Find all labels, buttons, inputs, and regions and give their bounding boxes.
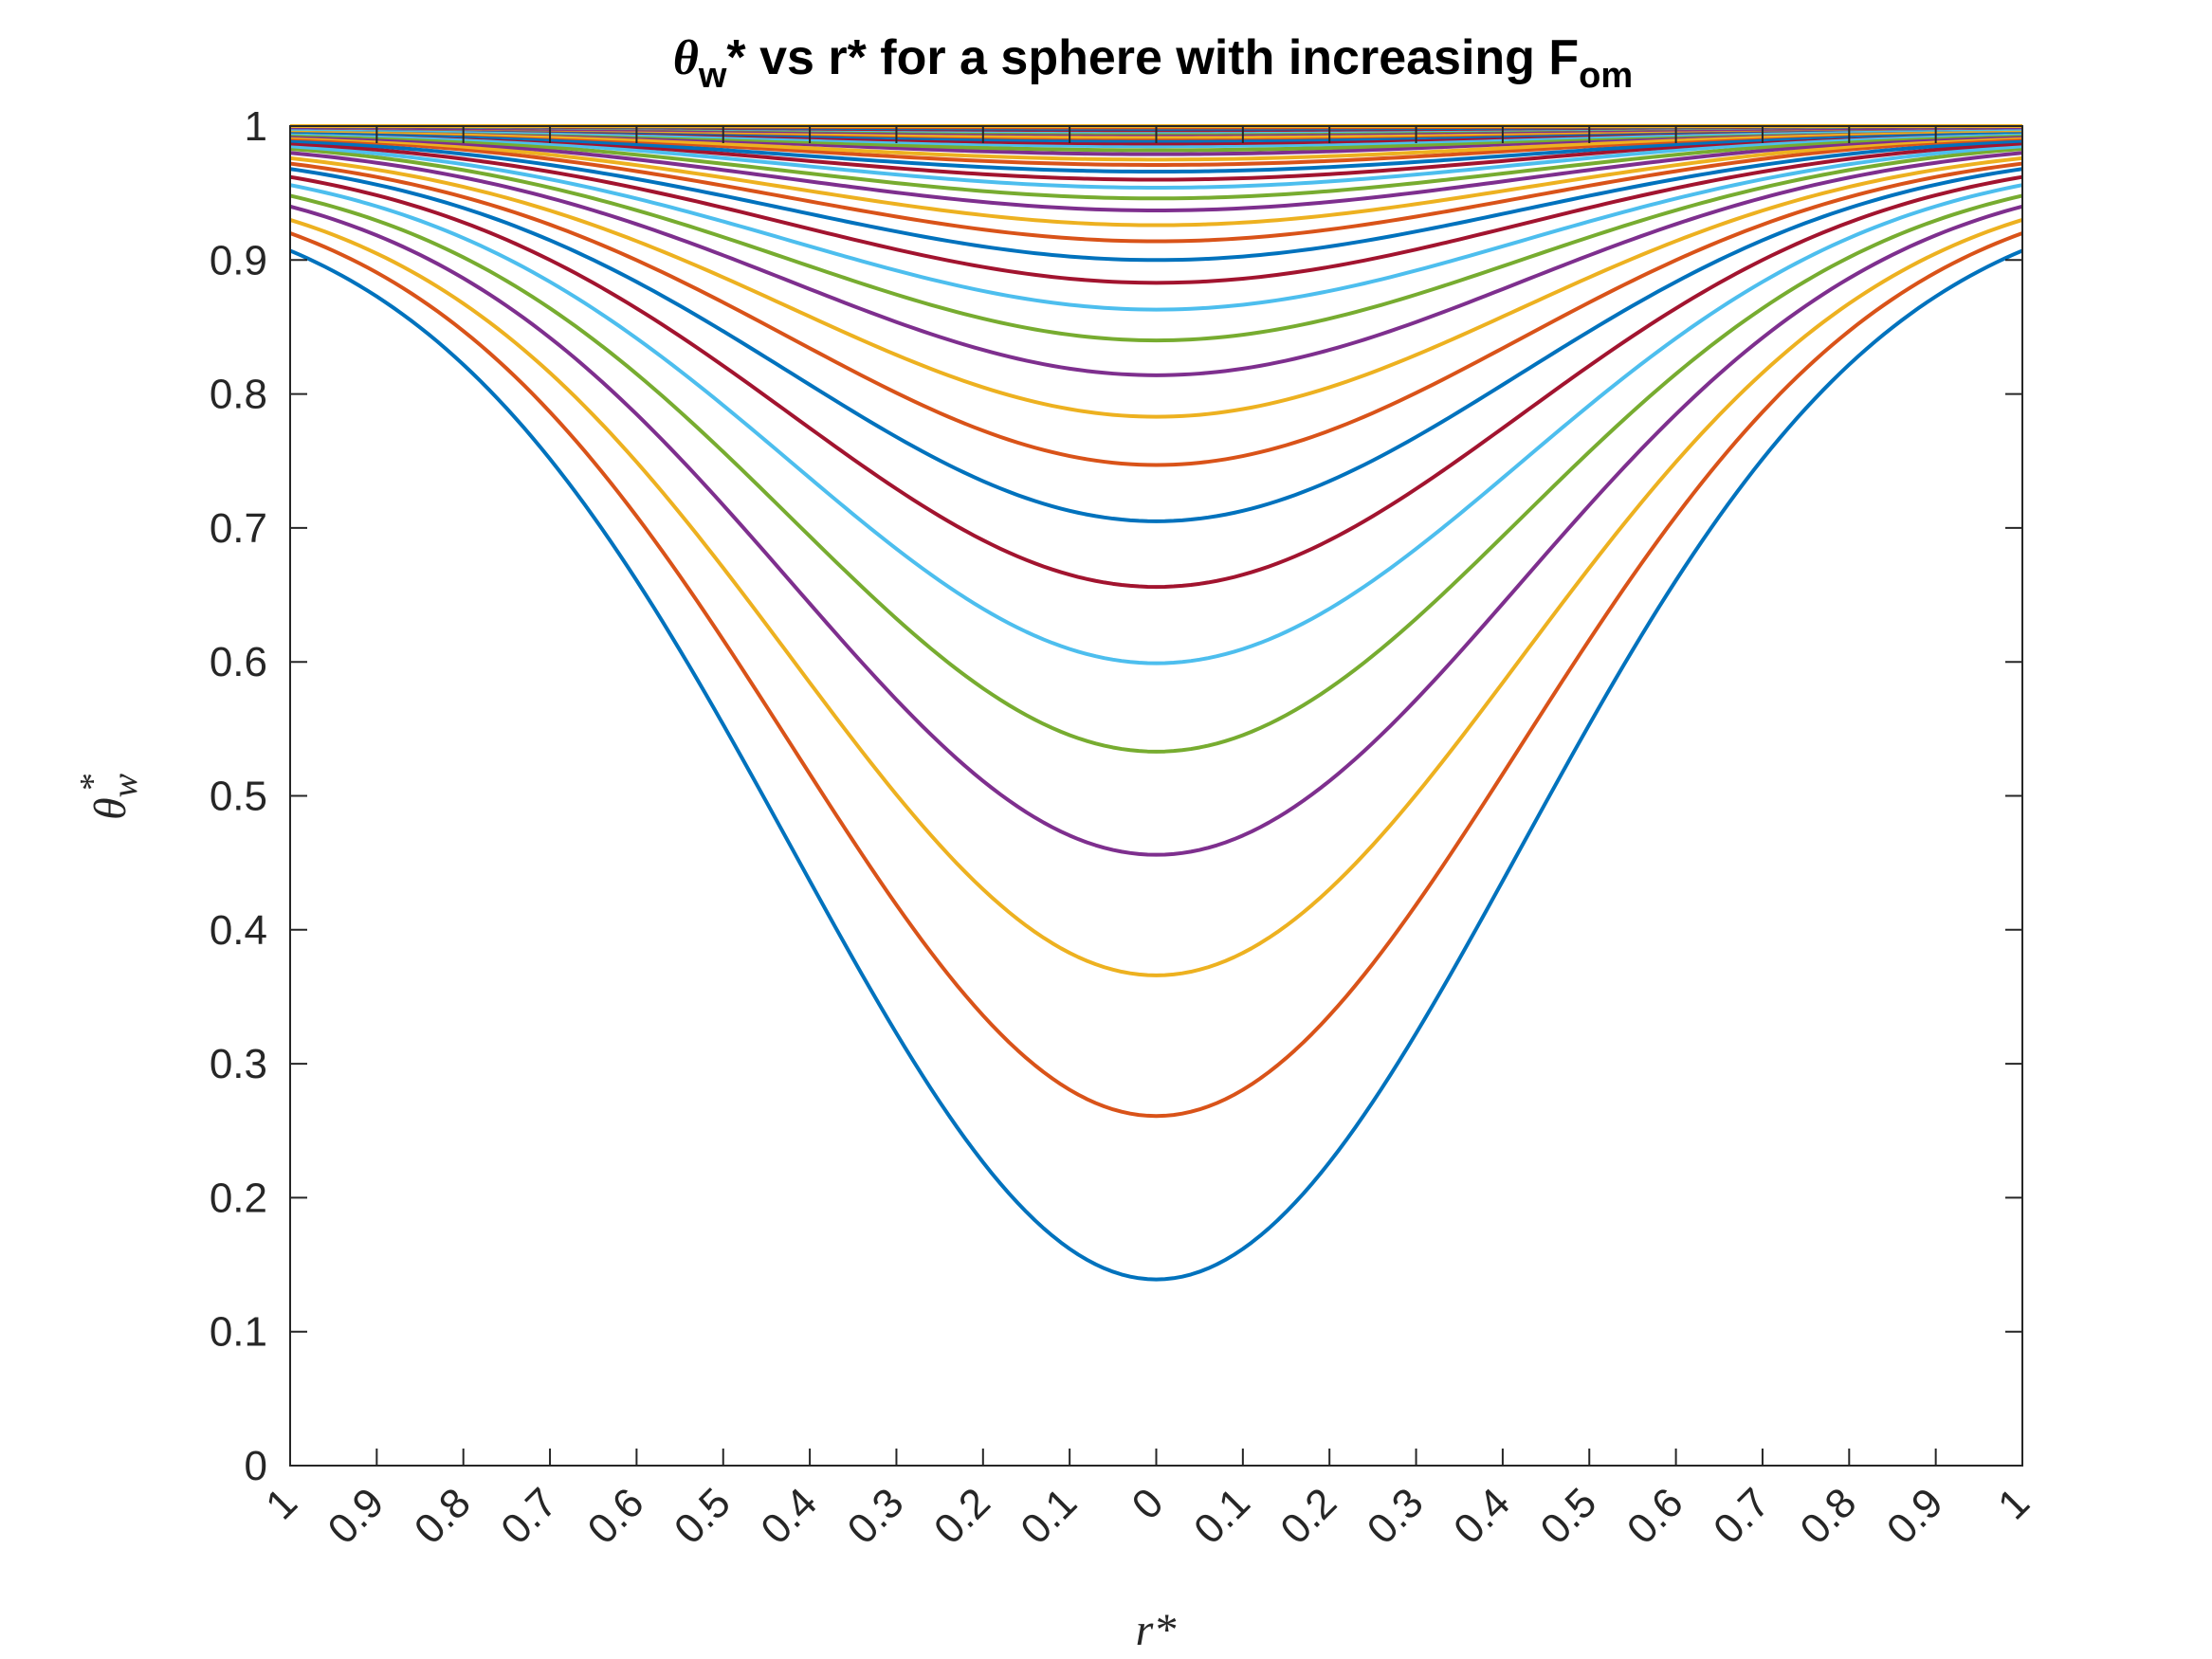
title-main: * vs r* for a sphere with increasing F (726, 30, 1579, 85)
y-axis-label-subscript: w (105, 773, 145, 797)
y-tick-label: 0.5 (210, 774, 267, 820)
y-tick-label: 0 (245, 1443, 267, 1489)
series-line (289, 131, 2023, 190)
series-line (289, 231, 2023, 1119)
series-line (289, 138, 2023, 263)
series-line (289, 147, 2023, 343)
series-line (289, 218, 2023, 977)
series-line (289, 193, 2023, 754)
y-tick-label: 0.7 (210, 505, 267, 552)
series-line (289, 144, 2023, 312)
y-tick-label: 0.6 (210, 639, 267, 685)
series-line (289, 129, 2023, 174)
series-line (289, 167, 2023, 523)
title-subscript: om (1579, 56, 1633, 96)
series-line (289, 128, 2023, 162)
series-line (289, 132, 2023, 201)
y-tick-label: 0.8 (210, 372, 267, 418)
series-line (289, 135, 2023, 228)
y-tick-label: 1 (245, 103, 267, 150)
series-line (289, 161, 2023, 467)
y-axis-label-superscript: * (73, 773, 113, 791)
series-line (289, 204, 2023, 857)
series-line (289, 141, 2023, 285)
y-axis-label: θw* (73, 773, 145, 820)
y-tick-labels: 0 0.1 0.2 0.3 0.4 0.5 0.6 0.7 0.8 0.9 1 (210, 103, 267, 1489)
title-theta-subscript: w (698, 56, 727, 96)
chart-title: θw* vs r* for a sphere with increasing F… (673, 30, 1633, 96)
y-tick-label: 0.4 (210, 907, 267, 954)
series-line (289, 174, 2023, 590)
y-tick-label: 0.1 (210, 1309, 267, 1356)
series-line (289, 155, 2023, 419)
tick-marks (289, 125, 2023, 1467)
series-line (289, 151, 2023, 377)
y-tick-label: 0.9 (210, 237, 267, 283)
series-line (289, 248, 2023, 1282)
series-line (289, 183, 2023, 665)
y-tick-label: 0.2 (210, 1175, 267, 1221)
series-line (289, 136, 2023, 244)
series-line (289, 133, 2023, 213)
title-theta: θ (673, 31, 699, 85)
series-line (289, 129, 2023, 182)
y-tick-label: 0.3 (210, 1041, 267, 1087)
x-axis-label: r* (1136, 1605, 1177, 1655)
y-axis-label-base: θ (85, 797, 136, 820)
